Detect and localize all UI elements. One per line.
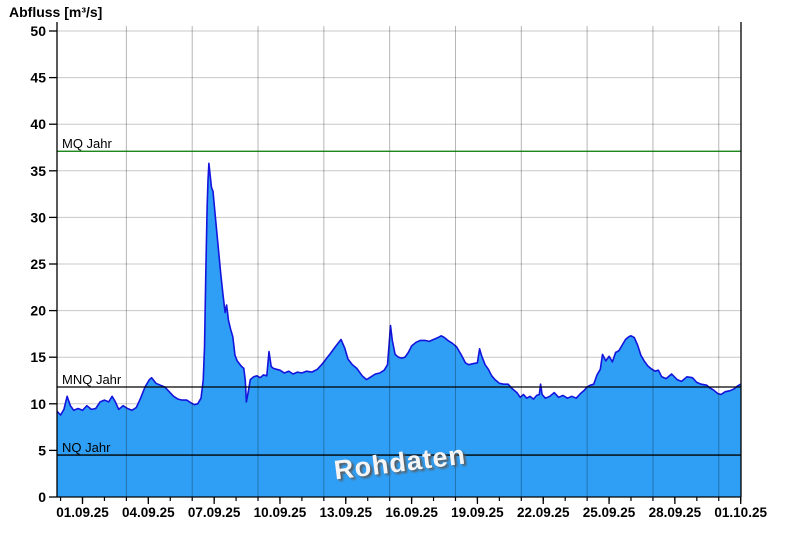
y-tick-label: 45	[30, 70, 46, 86]
x-tick-label: 28.09.25	[649, 505, 702, 520]
ref-label-mq: MQ Jahr	[62, 136, 113, 151]
y-tick-label: 0	[38, 489, 46, 505]
x-tick-label: 01.10.25	[714, 505, 767, 520]
x-tick-label: 07.09.25	[188, 505, 241, 520]
y-tick-label: 20	[30, 303, 46, 319]
y-tick-label: 35	[30, 163, 46, 179]
x-tick-label: 01.09.25	[56, 505, 109, 520]
discharge-line	[56, 162, 742, 416]
y-tick-label: 5	[38, 442, 46, 458]
y-tick-label: 50	[30, 23, 46, 39]
y-tick-label: 25	[30, 256, 46, 272]
x-tick-label: 25.09.25	[583, 505, 636, 520]
ref-label-nq: NQ Jahr	[62, 440, 111, 455]
ref-label-mnq: MNQ Jahr	[62, 372, 122, 387]
chart-title: Abfluss [m³/s]	[9, 4, 103, 20]
x-tick-label: 16.09.25	[385, 505, 438, 520]
y-tick-label: 15	[30, 349, 46, 365]
x-tick-label: 04.09.25	[122, 505, 175, 520]
discharge-area	[57, 163, 741, 498]
x-tick-label: 19.09.25	[451, 505, 504, 520]
x-tick-label: 22.09.25	[517, 505, 570, 520]
x-tick-label: 13.09.25	[319, 505, 372, 520]
y-tick-label: 40	[30, 116, 46, 132]
y-tick-label: 30	[30, 209, 46, 225]
x-tick-label: 10.09.25	[254, 505, 307, 520]
y-tick-label: 10	[30, 396, 46, 412]
